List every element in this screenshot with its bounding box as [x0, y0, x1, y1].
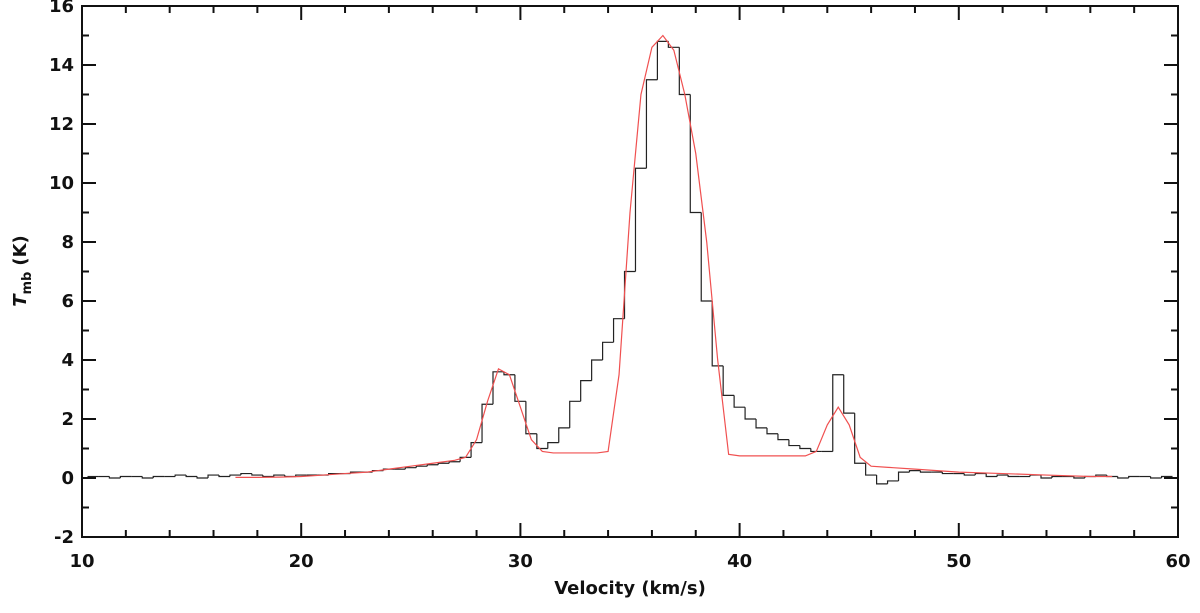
spectrum-step: [843, 374, 855, 414]
spectrum-step: [514, 374, 526, 402]
y-label-sub: mb: [20, 272, 35, 295]
spectrum-step: [700, 212, 713, 302]
spectrum-step: [580, 380, 592, 402]
spectrum-step: [865, 463, 877, 476]
spectrum-step: [985, 473, 998, 478]
spectrum-step: [229, 474, 241, 477]
spectrum-step: [1051, 475, 1063, 478]
spectrum-step: [832, 374, 844, 452]
y-label-unit: (K): [10, 235, 31, 265]
spectrum-step: [886, 480, 899, 484]
x-tick-label: 30: [508, 551, 533, 572]
spectrum-step: [448, 461, 461, 464]
spectrum-step: [656, 40, 669, 80]
spectrum-step: [711, 301, 724, 367]
spectrum-step: [645, 79, 658, 169]
y-tick-label: 14: [49, 55, 74, 76]
spectrum-step: [1160, 475, 1173, 478]
spectrum-step: [415, 465, 428, 468]
spectrum-step: [437, 462, 450, 465]
y-tick-label: 0: [61, 468, 74, 489]
spectrum-step: [602, 341, 614, 360]
spectrum-step: [503, 371, 515, 376]
spectrum-step: [218, 475, 230, 478]
spectrum-step: [689, 94, 702, 214]
y-tick-label: -2: [54, 527, 74, 548]
spectrum-step: [273, 474, 285, 477]
spectrum-step: [536, 433, 548, 450]
spectrum-step: [1150, 476, 1162, 479]
spectrum-step: [722, 365, 735, 396]
spectrum-step: [404, 467, 417, 470]
spectrum-step: [251, 473, 263, 476]
spectrum-step: [426, 464, 439, 467]
spectrum-step: [897, 471, 910, 481]
x-axis-label: Velocity (km/s): [554, 578, 706, 599]
spectrum-step: [1117, 476, 1129, 479]
spectrum-step: [1040, 475, 1052, 479]
spectrum-step: [141, 476, 154, 479]
x-tick-label: 10: [69, 551, 94, 572]
spectrum-step: [974, 472, 987, 476]
spectrum-step: [634, 167, 647, 272]
spectrum-step: [777, 433, 789, 441]
y-tick-label: 2: [61, 409, 74, 430]
spectrum-step: [799, 445, 811, 450]
y-tick-label: 10: [49, 173, 74, 194]
spectrum-step: [755, 419, 767, 429]
spectrum-step: [196, 476, 209, 479]
spectrum-step: [1007, 475, 1020, 478]
spectrum-step: [1128, 475, 1140, 478]
spectrum-step: [744, 407, 757, 420]
spectrum-step: [558, 427, 570, 443]
spectrum-step: [919, 470, 932, 473]
spectrum-step: [470, 442, 483, 458]
spectrum-step: [492, 371, 504, 405]
spectrum-step: [119, 475, 132, 478]
x-tick-label: 20: [289, 551, 314, 572]
fit-line: [235, 34, 1113, 479]
spectrum-step: [941, 472, 954, 475]
y-tick-label: 16: [49, 0, 74, 17]
spectrum-step: [525, 401, 537, 435]
y-tick-label: 8: [61, 232, 74, 253]
y-axis-label: Tmb (K): [10, 235, 35, 307]
spectrum-step: [569, 400, 581, 428]
y-label-main: T: [10, 293, 31, 307]
spectrum-step: [788, 439, 800, 447]
y-tick-label: 4: [61, 350, 74, 371]
spectrum-step: [481, 403, 493, 443]
spectrum-step: [262, 475, 274, 478]
spectrum-step: [733, 395, 746, 408]
x-tick-label: 40: [727, 551, 752, 572]
spectrum-step: [908, 470, 921, 473]
spectrum-step: [459, 456, 472, 462]
spectrum-step: [207, 474, 219, 478]
spectrum-step: [612, 318, 625, 343]
spectrum-step: [240, 472, 252, 476]
x-tick-label: 50: [946, 551, 971, 572]
y-tick-label: 6: [61, 291, 74, 312]
spectrum-step: [295, 474, 307, 477]
spectrum-step: [1073, 476, 1085, 479]
spectrum-step: [963, 473, 976, 476]
x-tick-label: 60: [1165, 551, 1190, 572]
spectrum-step: [185, 475, 198, 478]
spectrum-step: [854, 413, 866, 464]
spectrum-step: [547, 442, 559, 449]
spectrum-step: [810, 448, 822, 453]
y-tick-label: 12: [49, 114, 74, 135]
spectrum-step: [152, 475, 165, 478]
spectrum-step: [623, 270, 636, 319]
spectrum-step: [766, 427, 778, 435]
spectrum-step: [174, 474, 187, 477]
spectrum-step: [591, 359, 603, 381]
spectrum-step: [876, 475, 888, 485]
spectrum-step: [996, 474, 1009, 477]
spectrum-step: [108, 476, 121, 479]
spectrum-step: [678, 47, 691, 96]
